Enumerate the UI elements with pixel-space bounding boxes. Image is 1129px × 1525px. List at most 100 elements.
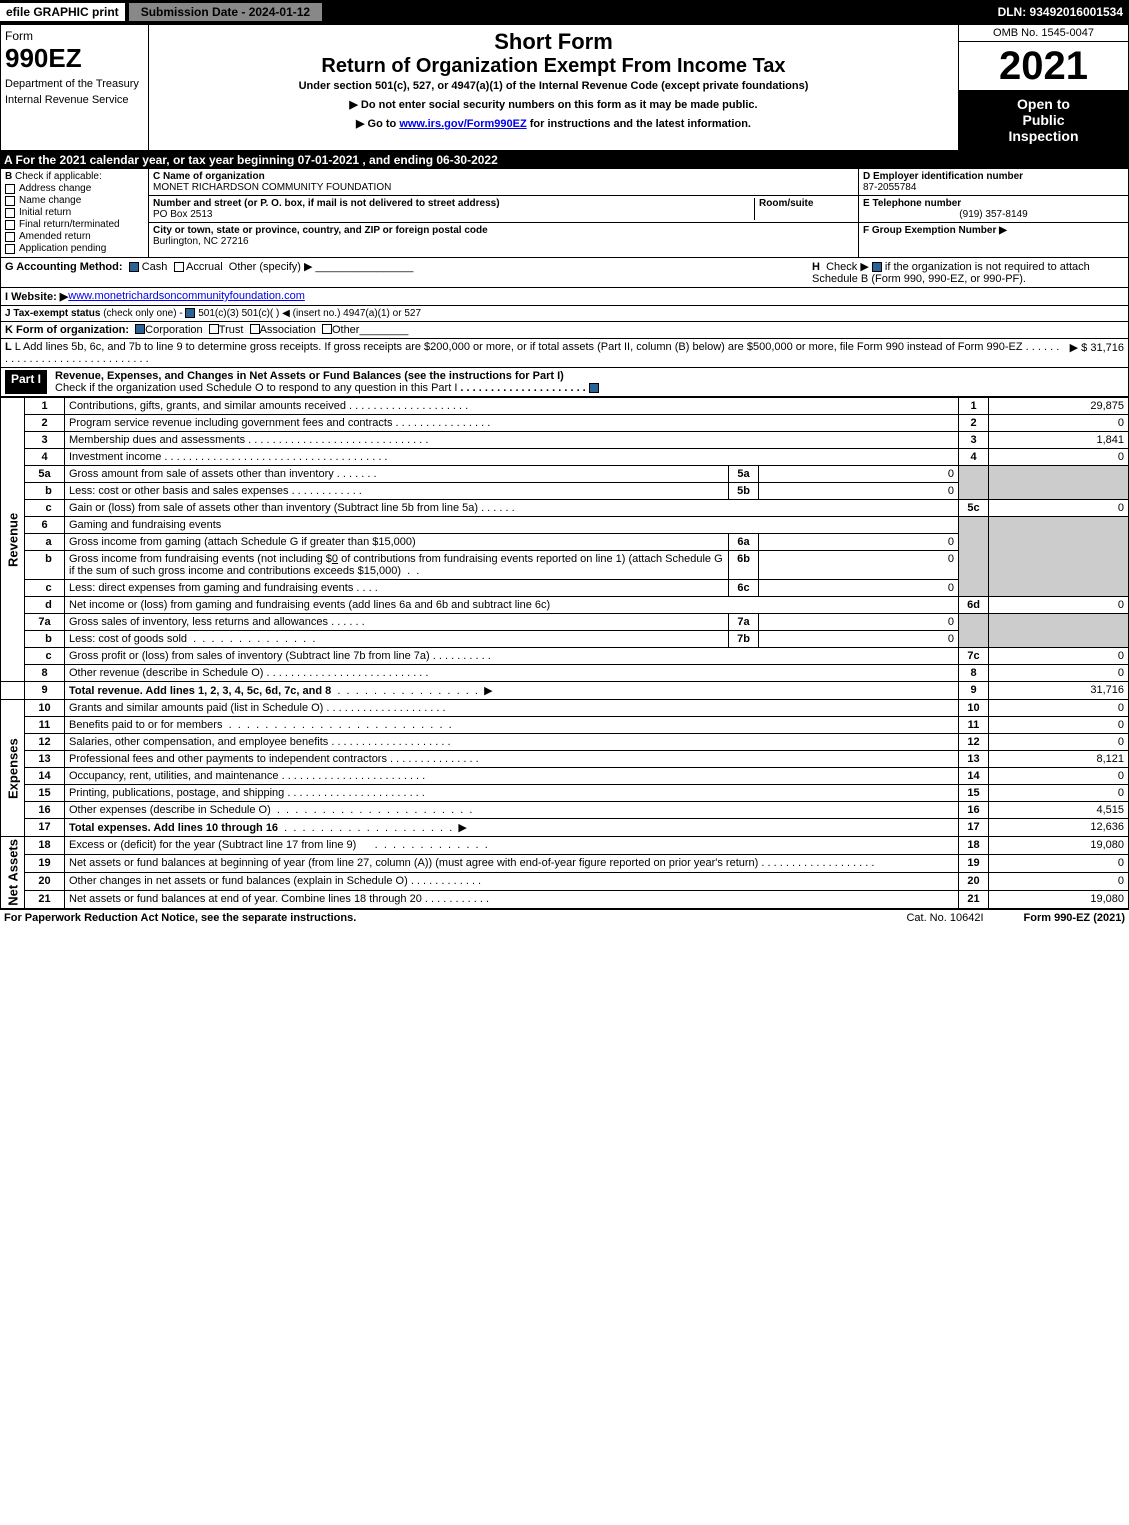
k-label: K Form of organization: xyxy=(5,324,129,336)
line-5c: cGain or (loss) from sale of assets othe… xyxy=(1,500,1129,517)
part1-label: Part I xyxy=(5,370,47,394)
header-left: Form 990EZ Department of the Treasury In… xyxy=(1,25,149,150)
line-14: 14Occupancy, rent, utilities, and mainte… xyxy=(1,768,1129,785)
part1-schedule-o-checkbox[interactable] xyxy=(589,383,599,393)
other-checkbox[interactable] xyxy=(322,324,332,334)
part1-title: Revenue, Expenses, and Changes in Net As… xyxy=(47,370,1124,394)
part1-header: Part I Revenue, Expenses, and Changes in… xyxy=(0,368,1129,397)
501c3-checkbox[interactable] xyxy=(185,308,195,318)
ein-label: D Employer identification number xyxy=(863,171,1124,182)
irs-label: Internal Revenue Service xyxy=(5,94,144,106)
line-6: 6Gaming and fundraising events xyxy=(1,517,1129,534)
form-number: 990EZ xyxy=(5,43,144,74)
line-18: Net Assets 18Excess or (deficit) for the… xyxy=(1,837,1129,855)
checkbox-application-pending[interactable]: Application pending xyxy=(5,243,144,254)
cash-checkbox[interactable] xyxy=(129,262,139,272)
line-2: 2Program service revenue including gover… xyxy=(1,415,1129,432)
line-17: 17Total expenses. Add lines 10 through 1… xyxy=(1,819,1129,837)
checkbox-amended-return[interactable]: Amended return xyxy=(5,231,144,242)
form-header: Form 990EZ Department of the Treasury In… xyxy=(0,24,1129,151)
line-4: 4Investment income . . . . . . . . . . .… xyxy=(1,449,1129,466)
dln: DLN: 93492016001534 xyxy=(998,5,1129,19)
return-title: Return of Organization Exempt From Incom… xyxy=(153,55,954,78)
section-a: A For the 2021 calendar year, or tax yea… xyxy=(0,151,1129,169)
street-value: PO Box 2513 xyxy=(153,209,754,220)
accrual-checkbox[interactable] xyxy=(174,262,184,272)
checkbox-address-change[interactable]: Address change xyxy=(5,183,144,194)
g-label: G Accounting Method: xyxy=(5,261,123,273)
line-11: 11Benefits paid to or for members . . . … xyxy=(1,717,1129,734)
section-l-amount: ▶ $ 31,716 xyxy=(1062,341,1124,365)
tax-year: 2021 xyxy=(959,42,1128,90)
line-19: 19Net assets or fund balances at beginni… xyxy=(1,854,1129,872)
omb-number: OMB No. 1545-0047 xyxy=(959,25,1128,42)
open-to-public: Open to Public Inspection xyxy=(959,90,1128,150)
public: Public xyxy=(965,112,1122,128)
accounting-method: G Accounting Method: Cash Accrual Other … xyxy=(5,260,804,285)
submission-date: Submission Date - 2024-01-12 xyxy=(129,3,322,21)
instr2-suffix: for instructions and the latest informat… xyxy=(527,118,751,130)
line-7c: cGross profit or (loss) from sales of in… xyxy=(1,648,1129,665)
line-16: 16Other expenses (describe in Schedule O… xyxy=(1,802,1129,819)
revenue-expenses-table: Revenue 1Contributions, gifts, grants, a… xyxy=(0,397,1129,909)
phone-row: E Telephone number (919) 357-8149 xyxy=(859,196,1128,223)
top-bar: efile GRAPHIC print Submission Date - 20… xyxy=(0,0,1129,24)
room-label: Room/suite xyxy=(759,198,854,209)
line-1: Revenue 1Contributions, gifts, grants, a… xyxy=(1,398,1129,415)
instr2-prefix: ▶ Go to xyxy=(356,118,399,130)
checkbox-icon xyxy=(5,196,15,206)
street-row: Number and street (or P. O. box, if mail… xyxy=(149,196,858,223)
inspection: Inspection xyxy=(965,128,1122,144)
corp-checkbox[interactable] xyxy=(135,324,145,334)
line-13: 13Professional fees and other payments t… xyxy=(1,751,1129,768)
line-8: 8Other revenue (describe in Schedule O) … xyxy=(1,665,1129,682)
checkbox-initial-return[interactable]: Initial return xyxy=(5,207,144,218)
group-exemption-label: F Group Exemption Number xyxy=(863,225,996,236)
line-3: 3Membership dues and assessments . . . .… xyxy=(1,432,1129,449)
under-section: Under section 501(c), 527, or 4947(a)(1)… xyxy=(153,80,954,92)
line-7a: 7aGross sales of inventory, less returns… xyxy=(1,614,1129,631)
website-link[interactable]: www.monetrichardsoncommunityfoundation.c… xyxy=(68,290,305,303)
form-label: Form xyxy=(5,29,144,43)
checkbox-icon xyxy=(5,220,15,230)
checkbox-name-change[interactable]: Name change xyxy=(5,195,144,206)
section-k: K Form of organization: Corporation Trus… xyxy=(0,322,1129,339)
section-l-text: L Add lines 5b, 6c, and 7b to line 9 to … xyxy=(15,341,1023,353)
phone-value: (919) 357-8149 xyxy=(863,209,1124,220)
trust-checkbox[interactable] xyxy=(209,324,219,334)
instruction-goto: ▶ Go to www.irs.gov/Form990EZ for instru… xyxy=(153,117,954,130)
checkbox-icon xyxy=(5,232,15,242)
city-value: Burlington, NC 27216 xyxy=(153,236,854,247)
line-15: 15Printing, publications, postage, and s… xyxy=(1,785,1129,802)
info-grid: B Check if applicable: Address change Na… xyxy=(0,169,1129,258)
section-l: L L Add lines 5b, 6c, and 7b to line 9 t… xyxy=(0,339,1129,368)
checkbox-icon xyxy=(5,208,15,218)
h-checkbox[interactable] xyxy=(872,262,882,272)
line-6d: dNet income or (loss) from gaming and fu… xyxy=(1,597,1129,614)
revenue-label: Revenue xyxy=(1,398,25,682)
line-20: 20Other changes in net assets or fund ba… xyxy=(1,872,1129,890)
assoc-checkbox[interactable] xyxy=(250,324,260,334)
footer-paperwork: For Paperwork Reduction Act Notice, see … xyxy=(4,912,866,924)
org-name-row: C Name of organization MONET RICHARDSON … xyxy=(149,169,858,196)
org-name: MONET RICHARDSON COMMUNITY FOUNDATION xyxy=(153,182,854,193)
section-j: J Tax-exempt status (check only one) - 5… xyxy=(0,306,1129,322)
j-label: J Tax-exempt status xyxy=(5,308,100,319)
line-10: Expenses 10Grants and similar amounts pa… xyxy=(1,700,1129,717)
irs-link[interactable]: www.irs.gov/Form990EZ xyxy=(399,118,526,130)
ein-value: 87-2055784 xyxy=(863,182,1124,193)
street-label: Number and street (or P. O. box, if mail… xyxy=(153,198,754,209)
line-21: 21Net assets or fund balances at end of … xyxy=(1,890,1129,908)
arrow-icon: ▶ xyxy=(999,225,1007,236)
footer-catno: Cat. No. 10642I xyxy=(866,912,1023,924)
line-5a: 5aGross amount from sale of assets other… xyxy=(1,466,1129,483)
section-i: I Website: ▶ www.monetrichardsoncommunit… xyxy=(0,288,1129,306)
checkbox-icon xyxy=(5,244,15,254)
group-exemption-row: F Group Exemption Number ▶ xyxy=(859,223,1128,238)
footer-form: Form 990-EZ (2021) xyxy=(1024,912,1125,924)
checkbox-final-return[interactable]: Final return/terminated xyxy=(5,219,144,230)
line-9: 9Total revenue. Add lines 1, 2, 3, 4, 5c… xyxy=(1,682,1129,700)
check-if-applicable: Check if applicable: xyxy=(15,171,102,182)
efile-label[interactable]: efile GRAPHIC print xyxy=(0,3,125,21)
column-c: C Name of organization MONET RICHARDSON … xyxy=(149,169,858,257)
